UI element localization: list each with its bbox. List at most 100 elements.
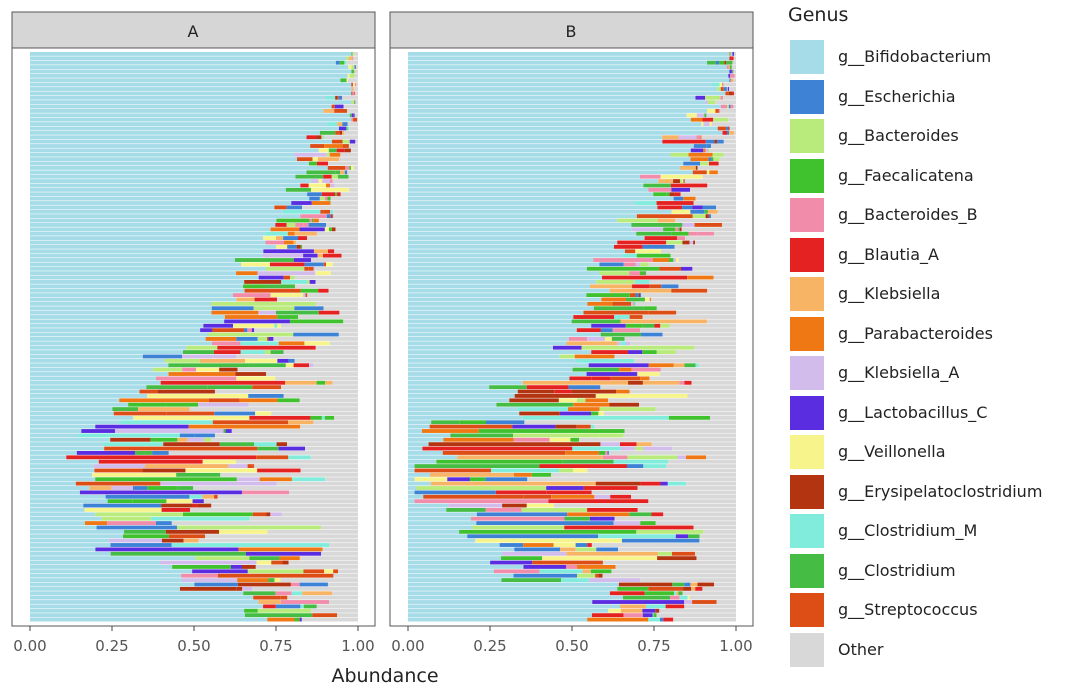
bar-segment bbox=[236, 271, 258, 276]
bar-segment bbox=[715, 100, 736, 105]
bar-segment bbox=[591, 490, 736, 495]
bar-segment bbox=[678, 258, 736, 262]
bar-segment bbox=[181, 578, 238, 583]
bar-segment bbox=[613, 459, 669, 464]
bar-segment bbox=[332, 380, 358, 385]
bar-segment bbox=[298, 236, 307, 241]
bar-segment bbox=[591, 613, 624, 618]
bar-segment bbox=[727, 104, 729, 109]
bar-segment bbox=[523, 565, 567, 569]
bar-segment bbox=[316, 380, 326, 385]
bar-segment bbox=[603, 411, 736, 416]
bar-segment bbox=[700, 135, 702, 140]
bar-segment bbox=[631, 367, 661, 372]
bar-segment-bifidobacterium bbox=[30, 389, 140, 394]
bar-segment bbox=[302, 591, 333, 596]
bar-segment bbox=[652, 258, 669, 262]
bar-segment bbox=[349, 113, 352, 118]
bar-segment-bifidobacterium bbox=[30, 565, 173, 569]
bar-segment bbox=[152, 367, 183, 372]
bar-segment bbox=[299, 227, 325, 232]
bar-segment bbox=[608, 608, 621, 613]
bar-segment bbox=[330, 201, 358, 205]
bar-segment bbox=[629, 293, 636, 298]
x-axis-title: Abundance bbox=[331, 665, 438, 687]
bar-segment bbox=[179, 586, 237, 591]
bar-segment bbox=[198, 402, 249, 407]
bar-segment bbox=[105, 494, 190, 499]
bar-segment-bifidobacterium bbox=[408, 135, 663, 140]
bar-segment bbox=[590, 424, 595, 429]
bar-segment bbox=[355, 69, 356, 74]
bar-segment-bifidobacterium bbox=[30, 82, 352, 87]
bar-segment bbox=[602, 573, 736, 578]
bar-segment bbox=[576, 358, 591, 363]
bar-segment-bifidobacterium bbox=[30, 512, 96, 517]
bar-segment-bifidobacterium bbox=[30, 187, 286, 192]
bar-segment bbox=[108, 538, 162, 543]
bar-segment-bifidobacterium bbox=[30, 271, 237, 276]
bar-segment bbox=[346, 126, 348, 131]
bar-segment bbox=[342, 130, 344, 135]
bar-segment bbox=[257, 271, 316, 276]
bar-segment bbox=[709, 161, 719, 166]
bar-segment bbox=[195, 556, 250, 561]
bar-segment bbox=[596, 547, 619, 552]
bar-segment bbox=[716, 600, 736, 604]
bar-segment bbox=[252, 586, 358, 591]
bar-segment bbox=[304, 266, 309, 271]
bar-segment bbox=[607, 451, 609, 455]
bar-segment bbox=[692, 214, 706, 219]
bar-segment bbox=[660, 608, 736, 613]
bar-segment bbox=[450, 433, 514, 438]
bar-segment bbox=[521, 508, 588, 512]
bar-segment bbox=[733, 78, 736, 83]
bar-segment bbox=[674, 591, 677, 596]
bar-segment bbox=[650, 297, 652, 302]
bar-segment bbox=[663, 617, 674, 622]
bar-segment bbox=[632, 284, 650, 289]
bar-segment-bifidobacterium bbox=[408, 104, 721, 109]
bar-segment-bifidobacterium bbox=[30, 525, 97, 530]
bar-segment bbox=[601, 297, 626, 302]
bar-segment bbox=[722, 223, 736, 227]
bar-segment bbox=[357, 117, 358, 122]
bar-segment bbox=[306, 135, 317, 140]
bar-segment bbox=[344, 170, 348, 175]
bar-segment bbox=[502, 551, 567, 556]
bar-segment bbox=[633, 358, 736, 363]
bar-segment-bifidobacterium bbox=[408, 301, 588, 306]
bar-segment-bifidobacterium bbox=[408, 227, 632, 232]
bar-segment bbox=[355, 139, 358, 144]
bar-segment bbox=[93, 464, 146, 469]
bar-segment bbox=[335, 130, 340, 135]
bar-segment-bifidobacterium bbox=[408, 367, 573, 372]
bar-segment bbox=[89, 486, 112, 490]
bar-segment-bifidobacterium bbox=[408, 556, 502, 561]
bar-segment bbox=[639, 402, 736, 407]
bar-segment bbox=[561, 569, 583, 574]
bar-segment bbox=[300, 183, 309, 188]
bar-segment bbox=[339, 130, 343, 135]
bar-segment bbox=[236, 297, 255, 302]
bar-segment bbox=[696, 556, 736, 561]
bar-segment bbox=[586, 293, 630, 298]
bar-segment-bifidobacterium bbox=[408, 240, 618, 245]
bar-segment bbox=[714, 582, 736, 587]
bar-segment bbox=[214, 494, 218, 499]
bar-segment-bifidobacterium bbox=[408, 380, 523, 385]
bar-segment bbox=[217, 573, 334, 578]
bar-segment-bifidobacterium bbox=[408, 152, 671, 157]
bar-segment bbox=[714, 139, 718, 144]
bar-segment-bifidobacterium bbox=[408, 179, 659, 184]
bar-segment bbox=[212, 420, 289, 425]
bar-segment bbox=[672, 582, 685, 587]
bar-segment bbox=[351, 113, 354, 118]
bar-segment bbox=[120, 420, 213, 425]
bar-segment bbox=[300, 424, 358, 429]
bar-segment bbox=[294, 205, 302, 210]
bar-segment bbox=[588, 363, 649, 368]
bar-segment bbox=[585, 398, 609, 403]
legend-title: Genus bbox=[788, 4, 849, 26]
bar-segment bbox=[309, 218, 312, 223]
